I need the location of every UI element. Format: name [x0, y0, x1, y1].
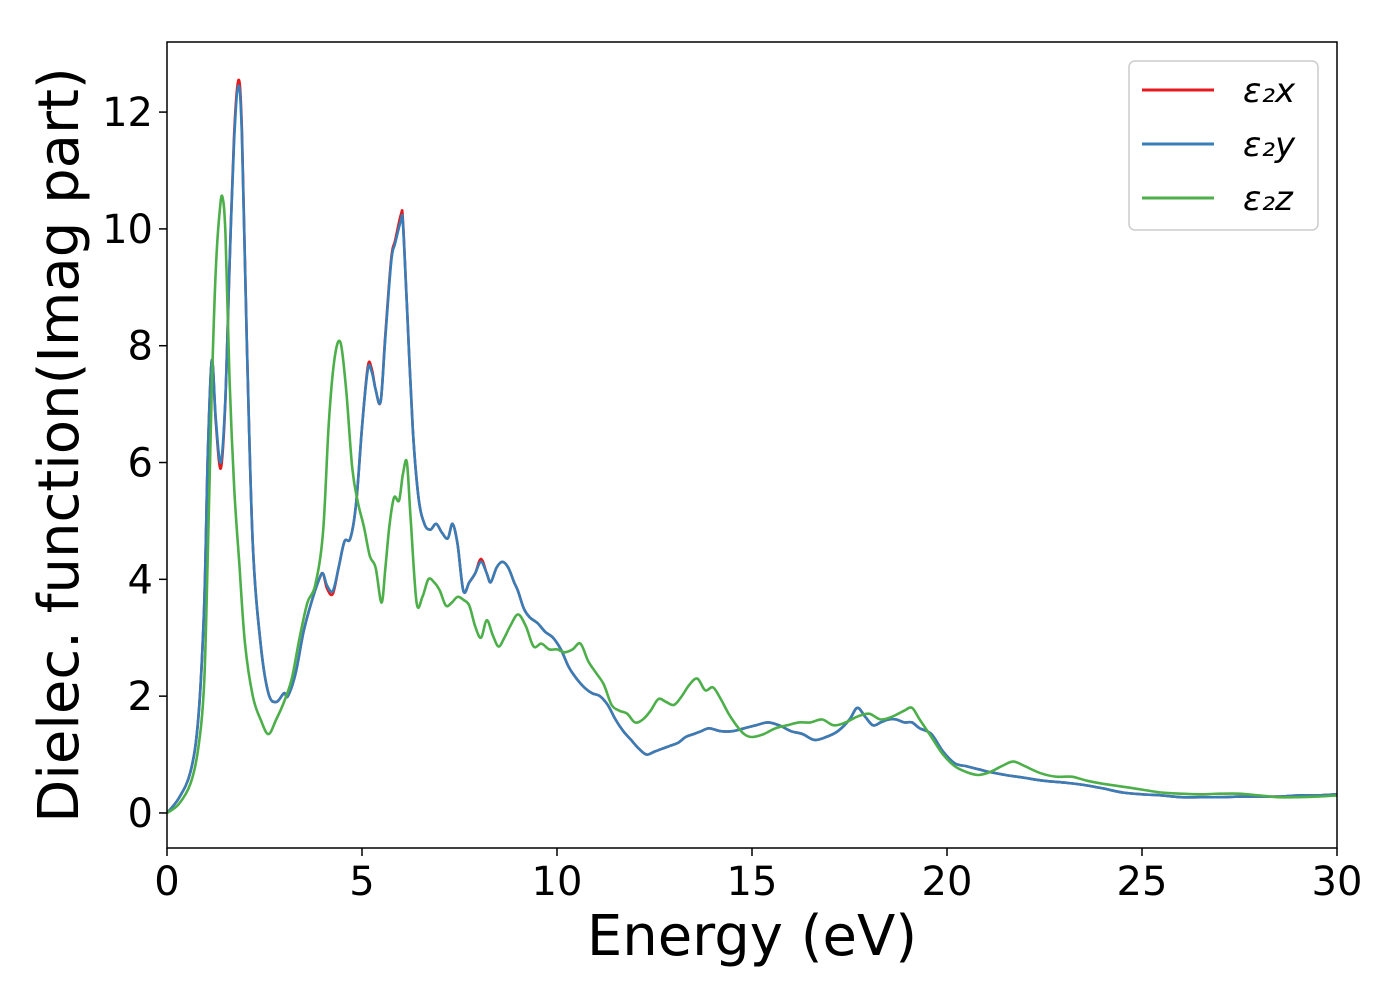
series-layer: [167, 78, 1337, 815]
y-tick-label: 8: [128, 324, 153, 370]
legend-label-3: ε₂z: [1243, 179, 1294, 219]
x-tick-label: 30: [1312, 859, 1363, 905]
x-tick-label: 25: [1117, 859, 1168, 905]
x-axis-title: Energy (eV): [587, 904, 917, 969]
y-tick-label: 0: [128, 791, 153, 837]
y-tick-label: 10: [102, 207, 153, 253]
y-tick-label: 4: [128, 557, 153, 603]
legend: ε₂x ε₂y ε₂z: [1128, 60, 1319, 231]
legend-label-1: ε₂x: [1243, 71, 1296, 111]
x-tick-label: 15: [727, 859, 778, 905]
series-line-2: [167, 84, 1337, 814]
x-tick-label: 20: [922, 859, 973, 905]
legend-label-2: ε₂y: [1243, 125, 1296, 165]
series-line-3: [167, 194, 1337, 815]
legend-frame: [1128, 60, 1319, 231]
y-tick-label: 12: [102, 90, 153, 136]
y-axis: 0 2 4 6 8 10 12: [102, 90, 167, 837]
y-tick-label: 6: [128, 441, 153, 487]
y-tick-label: 2: [128, 674, 153, 720]
x-axis: 0 5 10 15 20 25 30: [154, 848, 1362, 905]
x-tick-label: 10: [532, 859, 583, 905]
x-tick-label: 5: [349, 859, 374, 905]
y-axis-title: Dielec. function(Imag part): [27, 67, 92, 823]
x-tick-label: 0: [154, 859, 179, 905]
